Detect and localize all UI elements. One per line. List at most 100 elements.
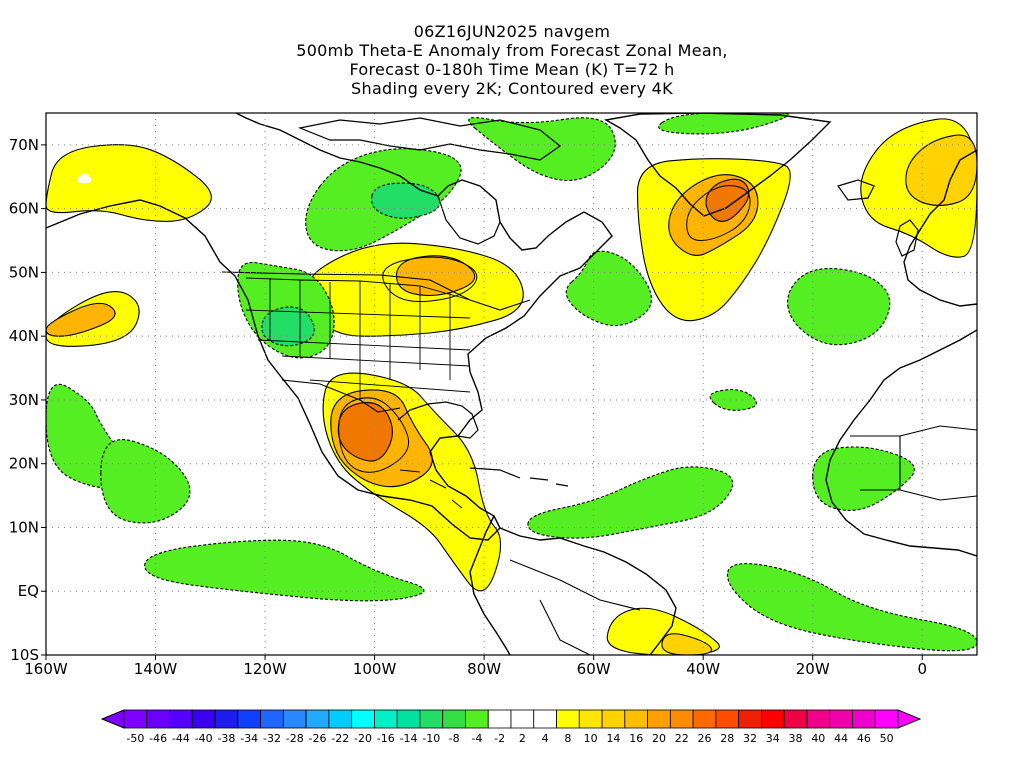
colorbar-label: 44: [834, 732, 848, 745]
colorbar-swatch: [419, 709, 444, 729]
lat-tick-label: 20N: [9, 455, 39, 473]
colorbar-label: 38: [789, 732, 803, 745]
anomaly-region-brazil-warm-inner: [661, 633, 713, 655]
anomaly-region-labrador-cold: [468, 117, 616, 182]
contour-great-lakes-contour-4: [382, 256, 478, 303]
colorbar-swatch: [783, 709, 808, 729]
anomaly-region-mexico-warm-core: [337, 402, 393, 462]
africa-borders: [850, 425, 977, 501]
colorbar-swatch: [715, 709, 740, 729]
colorbar-swatch: [601, 709, 626, 729]
lon-tick-label: 120W: [243, 660, 287, 678]
colorbar-label: -2: [494, 732, 505, 745]
colorbar-label: 50: [880, 732, 894, 745]
south-america-coastline: [499, 527, 677, 655]
arctic-islands-coastline: [297, 117, 562, 161]
colorbar-swatch: [556, 709, 580, 729]
colorbar-label: 32: [743, 732, 757, 745]
lon-tick-label: 160W: [24, 660, 68, 678]
colorbar-label: 22: [675, 732, 689, 745]
colorbar-swatch: [260, 709, 284, 729]
colorbar-label: 20: [652, 732, 666, 745]
colorbar-swatch: [852, 709, 876, 729]
colorbar-label: -8: [449, 732, 460, 745]
colorbar-label: 10: [584, 732, 598, 745]
iceland-coastline: [837, 179, 875, 201]
colorbar-label: -22: [331, 732, 349, 745]
lat-tick-label: 60N: [9, 200, 39, 218]
colorbar-swatch: [396, 709, 421, 729]
colorbar-label: -46: [149, 732, 167, 745]
lat-tick-label: 30N: [9, 391, 39, 409]
lat-tick-label: 10N: [9, 518, 39, 536]
europe-coastline: [903, 149, 977, 307]
colorbar-swatch: [374, 709, 398, 729]
colorbar-swatch: [829, 709, 853, 729]
colorbar-swatch: [328, 709, 353, 729]
title-run: 06Z16JUN2025 navgem: [413, 22, 611, 41]
anomaly-region-east-pacific-cold-b: [100, 439, 191, 524]
lon-tick-label: 100W: [353, 660, 397, 678]
colorbar-swatch: [442, 709, 466, 729]
anomaly-region-tropical-pacific-cold: [144, 539, 425, 602]
anomaly-region-atlantic-cold: [787, 268, 891, 346]
colorbar: -50 -46 -44 -40 -38 -34 -32 -28 -26 -22 -20 -16 -14-…: [100, 709, 922, 745]
colorbar-label: 16: [629, 732, 643, 745]
colorbar-swatch: [738, 709, 762, 729]
anomaly-region-europe-warm-inner: [905, 134, 977, 206]
lat-tick-label: 40N: [9, 327, 39, 345]
anomaly-region-baffin-cold: [565, 250, 652, 327]
colorbar-swatch: [487, 709, 512, 729]
colorbar-swatch: [351, 709, 375, 729]
colorbar-swatch: [761, 709, 785, 729]
colorbar-label: -38: [217, 732, 235, 745]
anomaly-shading-layer: [46, 113, 977, 655]
colorbar-label: -26: [309, 732, 327, 745]
colorbar-swatch: [647, 709, 671, 729]
lat-tick-label: 50N: [9, 263, 39, 281]
canada-us-border: [221, 271, 531, 311]
anomaly-region-africa-cold: [812, 446, 915, 511]
colorbar-label: -40: [195, 732, 213, 745]
colorbar-label: -28: [286, 732, 304, 745]
africa-coastline: [825, 329, 977, 557]
south-america-borders: [509, 559, 641, 655]
lon-tick-label: 40W: [686, 660, 720, 678]
colorbar-label: -4: [471, 732, 482, 745]
title-block: 06Z16JUN2025 navgem 500mb Theta-E Anomal…: [0, 22, 1024, 98]
colorbar-label: -10: [422, 732, 440, 745]
lon-tick-label: 80W: [467, 660, 501, 678]
colorbar-label: 14: [606, 732, 620, 745]
lon-tick-label: 0: [917, 660, 927, 678]
colorbar-swatch: [874, 709, 899, 729]
lon-tick-label: 20W: [796, 660, 830, 678]
colorbar-swatch: [510, 709, 535, 729]
colorbar-label: -14: [400, 732, 418, 745]
colorbar-label: 46: [857, 732, 871, 745]
gulf-coastline: [397, 401, 479, 439]
colorbar-swatch: [806, 709, 831, 729]
lat-tick-label: EQ: [18, 582, 39, 600]
colorbar-label: 8: [564, 732, 571, 745]
colorbar-swatch: [578, 709, 603, 729]
mexico-border: [281, 379, 401, 413]
anomaly-region-alaska-warm: [46, 144, 212, 222]
title-shading: Shading every 2K; Contoured every 4K: [351, 79, 673, 98]
south-america-west-coastline: [469, 515, 511, 655]
coastline-layer: [46, 113, 977, 655]
colorbar-swatch: [692, 709, 717, 729]
colorbar-label: 34: [766, 732, 780, 745]
colorbar-label: -20: [354, 732, 372, 745]
anomaly-region-alaska-hole: [77, 173, 92, 184]
colorbar-label: 2: [519, 732, 526, 745]
colorbar-swatch: [533, 709, 557, 729]
colorbar-max-arrow: [897, 709, 922, 729]
colorbar-label: 28: [720, 732, 734, 745]
central-america-borders: [399, 469, 463, 509]
colorbar-label: -32: [263, 732, 281, 745]
title-forecast: Forecast 0-180h Time Mean (K) T=72 h: [349, 60, 675, 79]
colorbar-min-arrow: [100, 709, 125, 729]
caribbean-islands: [469, 467, 569, 487]
